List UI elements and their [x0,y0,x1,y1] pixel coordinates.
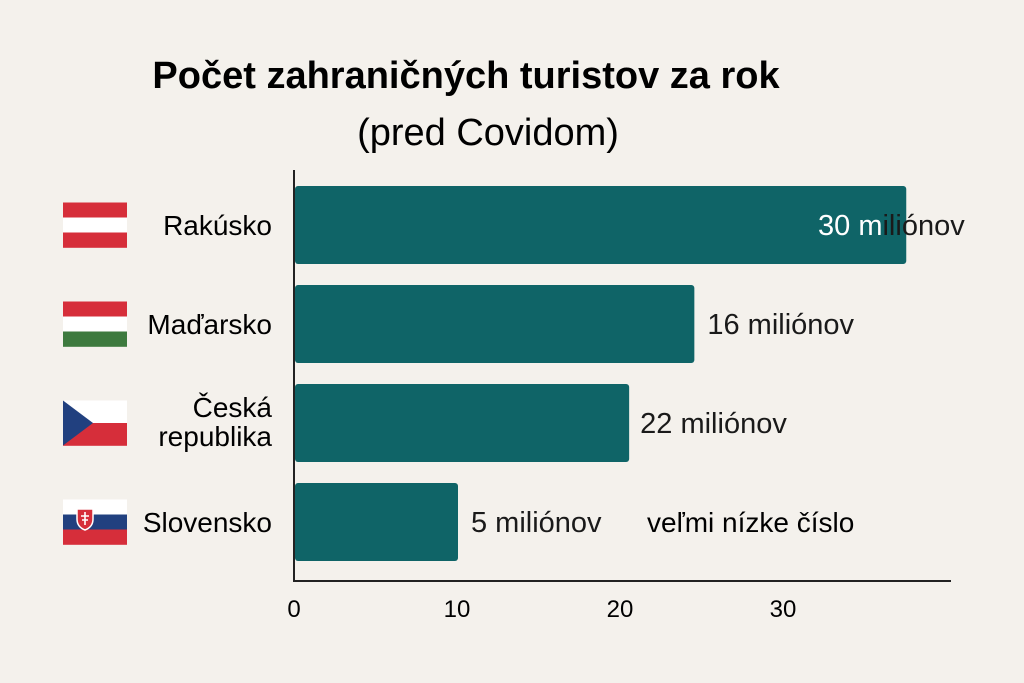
x-tick-20: 20 [607,596,634,623]
category-label-2: Maďarsko [147,309,272,340]
value-label-4: 5 miliónov [471,507,602,539]
x-tick-30: 30 [770,596,797,623]
category-label-1: Rakúsko [163,210,272,241]
value-labels: 30 miliónov 16 miliónov 22 miliónov 5 milió… [471,210,965,539]
value-label-3: 22 miliónov [640,408,787,440]
annotation-text: veľmi nízke číslo [647,507,854,538]
hungary-flag-icon [63,301,127,347]
category-labels: Rakúsko Maďarsko Česká republika Slovensko [143,210,273,538]
bar-4 [295,483,458,561]
slovakia-flag-icon [63,499,127,545]
austria-flag-icon [63,202,127,248]
czech-flag-icon [63,400,127,446]
value-label-1: 30 miliónov [818,210,965,242]
chart-title: Počet zahraničných turistov za rok [152,55,780,97]
bar-3 [295,384,630,462]
bars-group [295,186,907,561]
chart-subtitle: (pred Covidom) [357,112,619,154]
category-label-4: Slovensko [143,507,272,538]
x-tick-0: 0 [287,596,300,623]
x-tick-10: 10 [444,596,471,623]
bar-1 [295,186,907,264]
bar-2 [295,285,695,363]
value-label-2: 16 miliónov [707,309,854,341]
x-tick-labels: 0 10 20 30 [287,596,796,623]
category-label-3: Česká republika [158,392,272,452]
flags-group [63,202,127,545]
